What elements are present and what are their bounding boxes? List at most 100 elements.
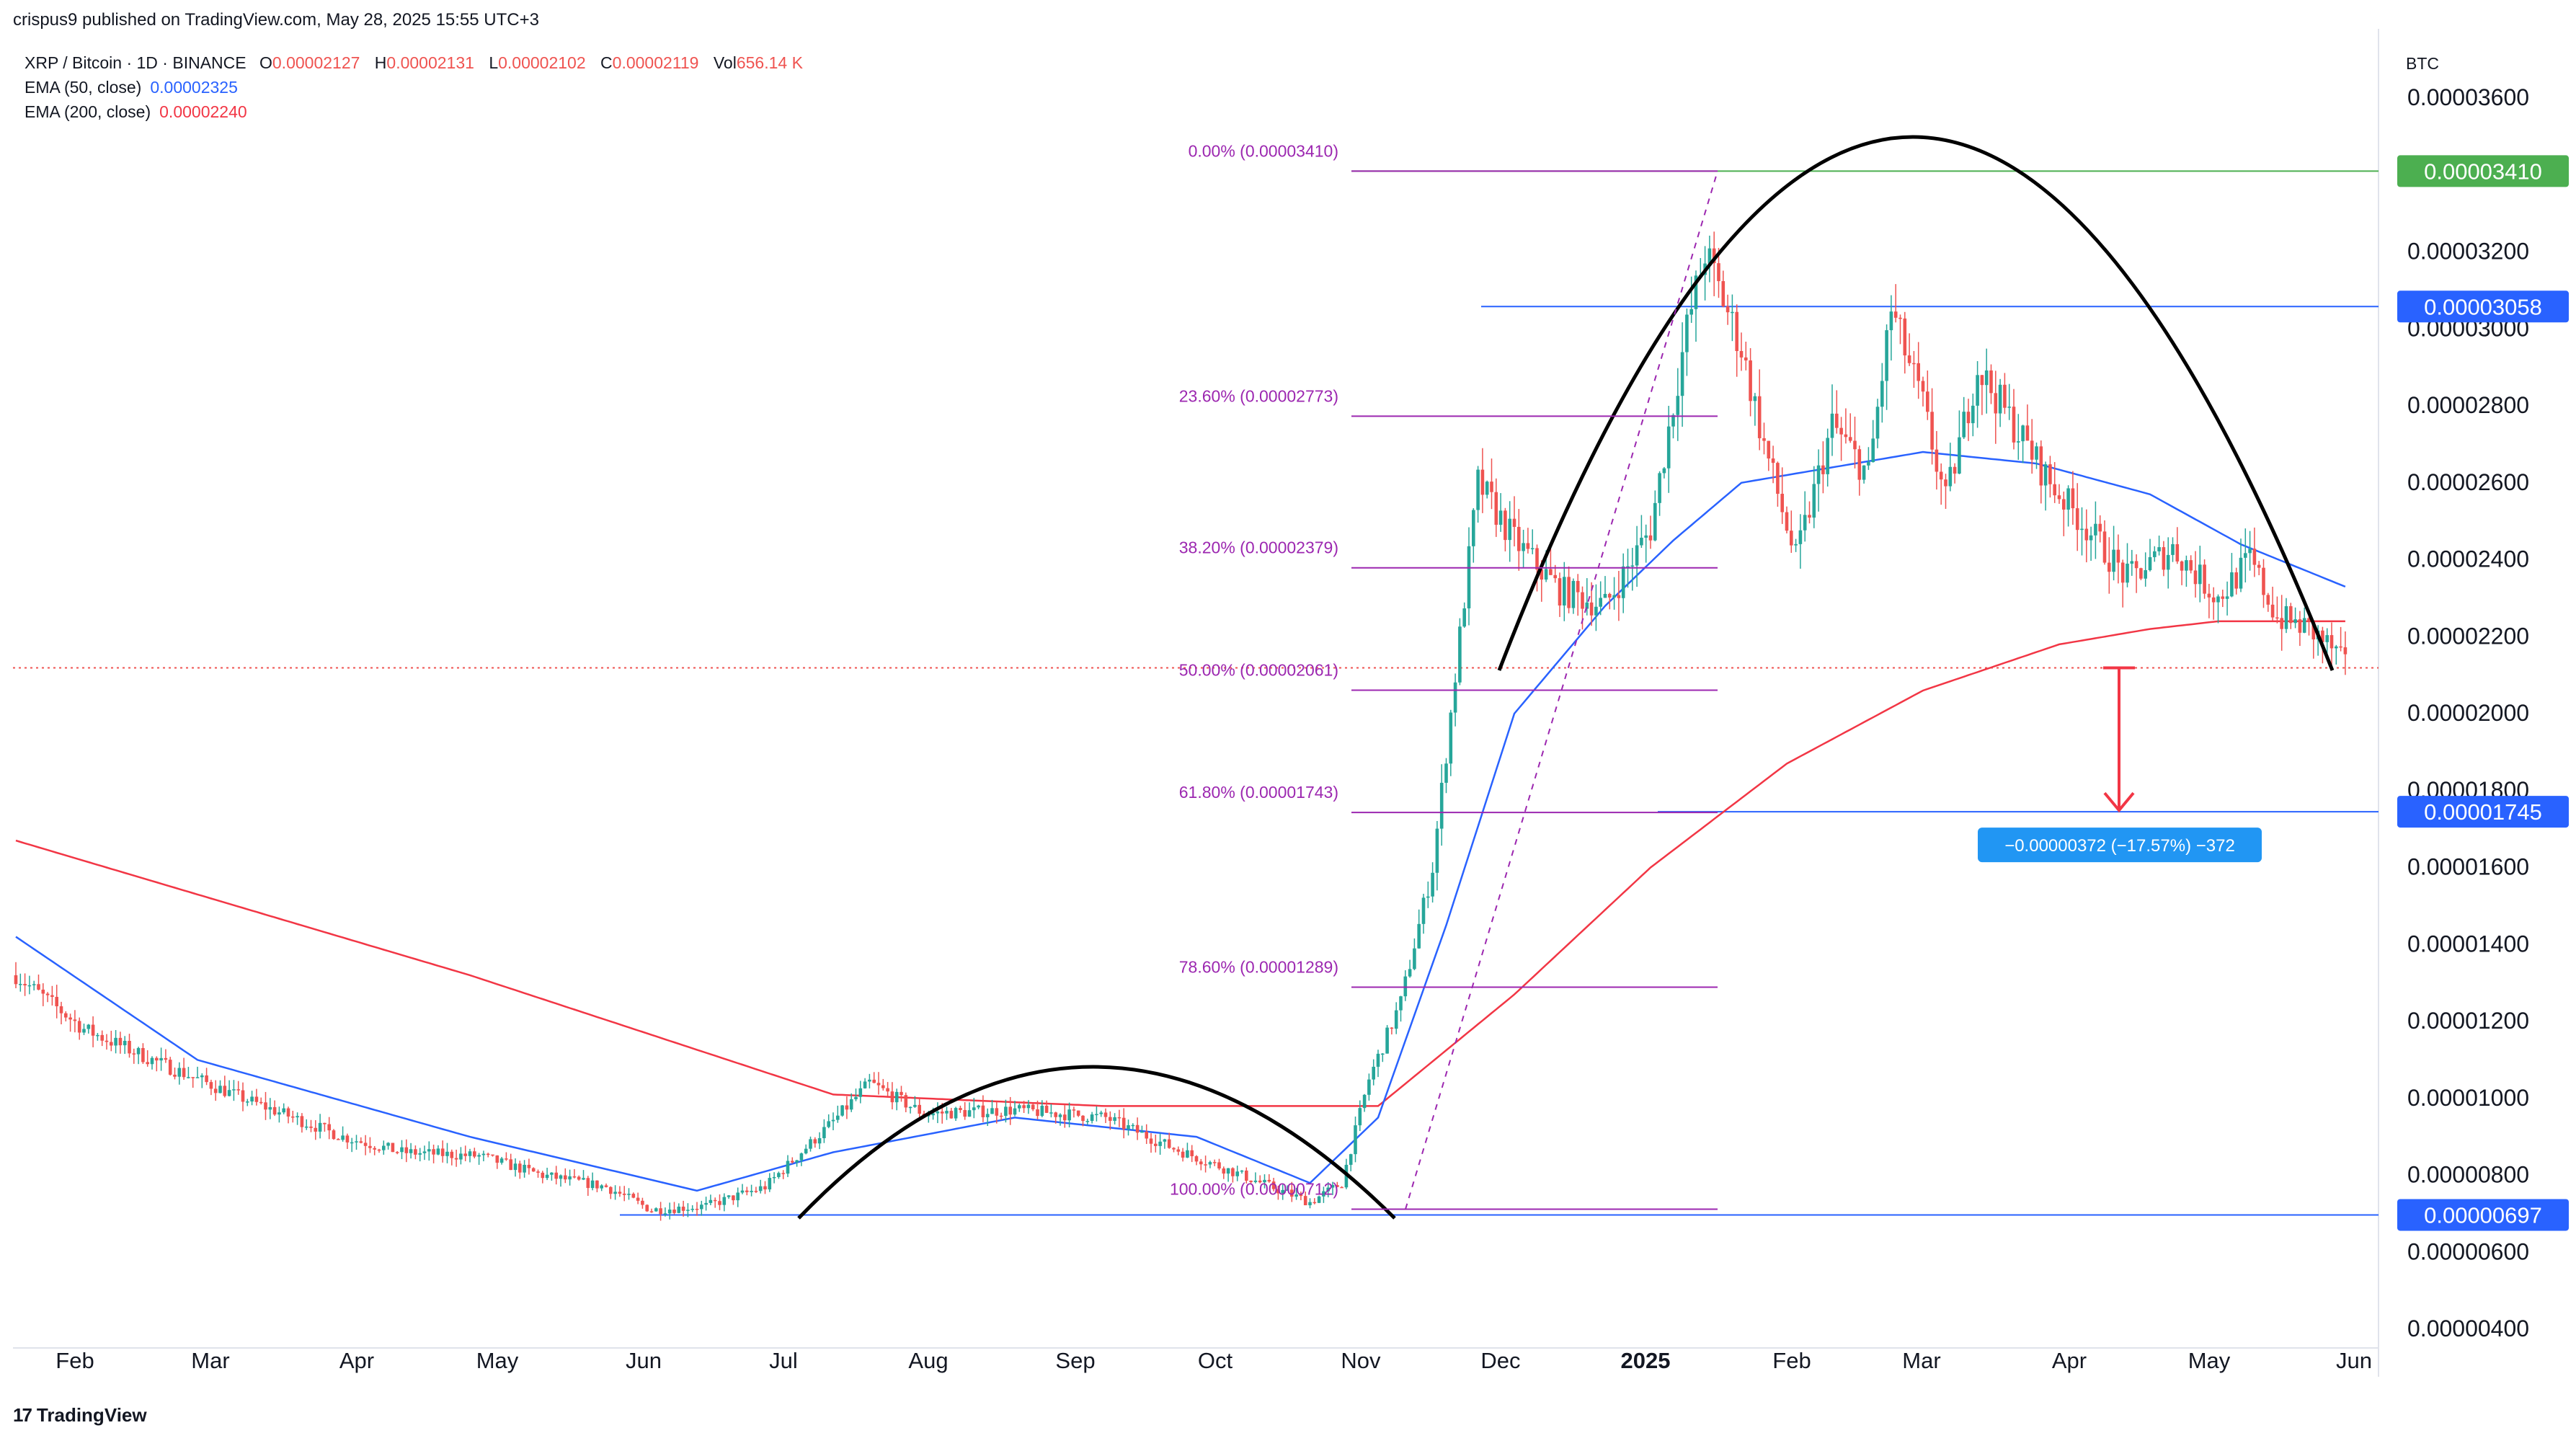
- candle-body: [1444, 763, 1448, 783]
- y-tick-label: 0.00001000: [2407, 1085, 2529, 1111]
- y-tick-label: 0.00001200: [2407, 1008, 2529, 1034]
- candle-body: [1326, 1187, 1330, 1192]
- candle-body: [2293, 619, 2297, 624]
- candle-body: [473, 1151, 476, 1157]
- candle-body: [1563, 577, 1566, 605]
- candle-body: [1644, 535, 1648, 538]
- candle-body: [1821, 465, 1825, 474]
- candle-body: [1848, 437, 1852, 441]
- open-key: O: [259, 53, 272, 72]
- candle-body: [382, 1145, 386, 1150]
- candle-body: [414, 1149, 417, 1155]
- candle-body: [672, 1210, 676, 1213]
- candle-body: [232, 1089, 236, 1091]
- candle-body: [2239, 557, 2243, 589]
- candle-body: [1063, 1114, 1067, 1121]
- candle-body: [395, 1152, 399, 1153]
- candle-body: [1090, 1114, 1094, 1122]
- x-tick-label: Dec: [1480, 1348, 1520, 1373]
- y-tick-label: 0.00002400: [2407, 546, 2529, 572]
- candle-body: [332, 1130, 336, 1140]
- candle-body: [1008, 1106, 1012, 1115]
- price-tag-bg: [2397, 155, 2569, 187]
- candle-body: [1135, 1124, 1140, 1133]
- candle-body: [1594, 606, 1598, 616]
- candle-body: [1535, 548, 1539, 570]
- candle-body: [2148, 556, 2152, 570]
- candle-body: [264, 1102, 267, 1110]
- candle-body: [37, 984, 40, 990]
- candle-body: [768, 1178, 772, 1190]
- candle-body: [459, 1153, 463, 1160]
- candle-body: [1549, 569, 1553, 575]
- ema50-row[interactable]: EMA (50, close) 0.00002325: [25, 75, 803, 99]
- candle-body: [2343, 647, 2348, 655]
- cup-handle-arcs: [797, 135, 2335, 1220]
- candle-body: [690, 1208, 694, 1210]
- price-tag-bg: [2397, 1199, 2569, 1231]
- candle-body: [2185, 560, 2188, 571]
- candle-body: [772, 1176, 776, 1179]
- candle-body: [1671, 414, 1675, 427]
- candle-body: [1558, 578, 1562, 605]
- candle-body: [182, 1068, 186, 1078]
- candle-body: [518, 1163, 522, 1173]
- x-tick-label: Feb: [1772, 1348, 1811, 1373]
- candle-body: [1808, 515, 1811, 518]
- candle-body: [1853, 440, 1857, 450]
- x-tick-label: Mar: [191, 1348, 229, 1373]
- candle-body: [799, 1153, 804, 1161]
- candle-body: [236, 1089, 240, 1091]
- candle-body: [1145, 1131, 1148, 1139]
- candle-body: [1336, 1185, 1339, 1187]
- tradingview-footer[interactable]: 17 TradingView: [13, 1404, 147, 1427]
- candle-body: [663, 1213, 667, 1215]
- candle-body: [1067, 1109, 1071, 1121]
- ema-50-line: [15, 451, 2346, 1192]
- candle-body: [1885, 330, 1888, 381]
- candlestick-series: [14, 231, 2348, 1221]
- y-tick-label: 0.00000600: [2407, 1238, 2529, 1264]
- x-tick-label: Oct: [1198, 1348, 1233, 1373]
- candle-body: [1494, 492, 1498, 525]
- ema200-value: 0.00002240: [159, 102, 247, 121]
- candle-body: [2053, 484, 2056, 496]
- symbol-label[interactable]: XRP / Bitcoin · 1D · BINANCE: [25, 53, 247, 72]
- candle-body: [1989, 370, 1993, 394]
- price-tag: 0.00003058: [2397, 290, 2569, 323]
- ema-200-path: [15, 620, 2345, 1107]
- candle-body: [1054, 1112, 1057, 1117]
- candle-body: [450, 1151, 454, 1158]
- candle-body: [1285, 1189, 1289, 1191]
- ema200-row[interactable]: EMA (200, close) 0.00002240: [25, 99, 803, 124]
- candle-body: [2203, 564, 2206, 594]
- candle-body: [1181, 1151, 1185, 1158]
- x-tick-label: Mar: [1902, 1348, 1940, 1373]
- x-tick-label: Apr: [2052, 1348, 2087, 1373]
- candle-body: [73, 1019, 77, 1021]
- candle-body: [1217, 1162, 1221, 1168]
- candle-body: [1294, 1194, 1298, 1197]
- candle-body: [1231, 1168, 1235, 1176]
- candle-body: [2175, 544, 2180, 562]
- candle-body: [763, 1186, 767, 1190]
- candle-body: [1707, 248, 1712, 264]
- candle-body: [14, 975, 18, 985]
- candle-body: [527, 1164, 531, 1168]
- candle-body: [659, 1208, 662, 1215]
- candle-body: [1803, 515, 1807, 531]
- low-value: 0.00002102: [498, 53, 586, 72]
- candle-body: [1049, 1112, 1053, 1114]
- candle-body: [386, 1143, 390, 1146]
- y-tick-label: 0.00003200: [2407, 239, 2529, 265]
- candle-body: [1935, 449, 1939, 472]
- candle-body: [2266, 595, 2270, 605]
- candle-body: [704, 1202, 708, 1205]
- fib-level-label: 61.80% (0.00001743): [1179, 783, 1338, 802]
- candle-body: [972, 1107, 976, 1111]
- candle-body: [582, 1178, 585, 1180]
- candle-body: [908, 1106, 912, 1109]
- ema-200-line: [15, 620, 2345, 1107]
- candle-body: [2311, 621, 2316, 640]
